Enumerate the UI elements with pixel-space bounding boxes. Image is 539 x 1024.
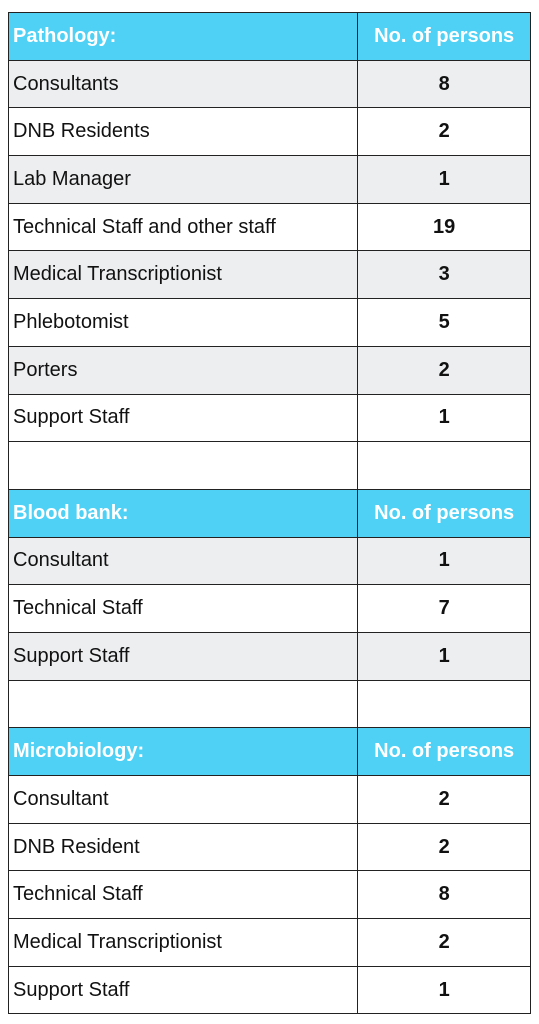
- blank-cell: [9, 442, 359, 490]
- column-header: No. of persons: [358, 489, 531, 538]
- table-row: Consultant 2: [9, 776, 531, 824]
- count-cell: 1: [358, 156, 531, 204]
- table-row: Medical Transcriptionist 3: [9, 251, 531, 300]
- section-title: Microbiology:: [9, 728, 359, 776]
- column-header: No. of persons: [358, 13, 531, 61]
- count-cell: 8: [358, 871, 531, 920]
- table-row: Technical Staff and other staff 19: [9, 203, 531, 252]
- count-cell: 19: [358, 203, 531, 252]
- count-cell: 1: [358, 537, 531, 586]
- count-cell: 1: [358, 632, 531, 681]
- count-cell: 8: [358, 60, 531, 109]
- table-row: Porters 2: [9, 346, 531, 395]
- role-cell: Support Staff: [9, 966, 359, 1015]
- table-row: Lab Manager 1: [9, 156, 531, 204]
- role-cell: Lab Manager: [9, 156, 359, 204]
- table-row: Technical Staff 8: [9, 871, 531, 920]
- section-header: Microbiology: No. of persons: [9, 728, 531, 776]
- count-cell: 5: [358, 299, 531, 347]
- role-cell: Consultant: [9, 537, 359, 586]
- count-cell: 1: [358, 966, 531, 1015]
- column-header: No. of persons: [358, 728, 531, 776]
- table-row: Support Staff 1: [9, 632, 531, 681]
- count-cell: 2: [358, 776, 531, 824]
- count-cell: 1: [358, 394, 531, 443]
- section-header: Pathology: No. of persons: [9, 13, 531, 61]
- count-cell: 2: [358, 823, 531, 872]
- section-title: Pathology:: [9, 13, 359, 61]
- count-cell: 2: [358, 108, 531, 157]
- role-cell: Technical Staff and other staff: [9, 203, 359, 252]
- section-header: Blood bank: No. of persons: [9, 489, 531, 538]
- table-row: Technical Staff 7: [9, 585, 531, 633]
- table-row: DNB Resident 2: [9, 823, 531, 872]
- role-cell: DNB Residents: [9, 108, 359, 157]
- blank-cell: [358, 442, 531, 490]
- table-row: Phlebotomist 5: [9, 299, 531, 347]
- blank-row: [9, 680, 531, 729]
- table-row: Consultants 8: [9, 60, 531, 109]
- role-cell: Technical Staff: [9, 585, 359, 633]
- role-cell: Medical Transcriptionist: [9, 919, 359, 967]
- count-cell: 2: [358, 919, 531, 967]
- table-row: DNB Residents 2: [9, 108, 531, 157]
- count-cell: 7: [358, 585, 531, 633]
- blank-cell: [9, 680, 359, 729]
- role-cell: DNB Resident: [9, 823, 359, 872]
- role-cell: Porters: [9, 346, 359, 395]
- role-cell: Support Staff: [9, 394, 359, 443]
- role-cell: Consultants: [9, 60, 359, 109]
- section-title: Blood bank:: [9, 489, 359, 538]
- role-cell: Consultant: [9, 776, 359, 824]
- table-row: Support Staff 1: [9, 966, 531, 1015]
- count-cell: 3: [358, 251, 531, 300]
- count-cell: 2: [358, 346, 531, 395]
- table-row: Medical Transcriptionist 2: [9, 919, 531, 967]
- role-cell: Technical Staff: [9, 871, 359, 920]
- role-cell: Medical Transcriptionist: [9, 251, 359, 300]
- role-cell: Phlebotomist: [9, 299, 359, 347]
- table-row: Consultant 1: [9, 537, 531, 586]
- staff-table: Pathology: No. of persons Consultants 8 DNB …: [8, 12, 531, 1015]
- blank-cell: [358, 680, 531, 729]
- role-cell: Support Staff: [9, 632, 359, 681]
- table-row: Support Staff 1: [9, 394, 531, 443]
- blank-row: [9, 442, 531, 490]
